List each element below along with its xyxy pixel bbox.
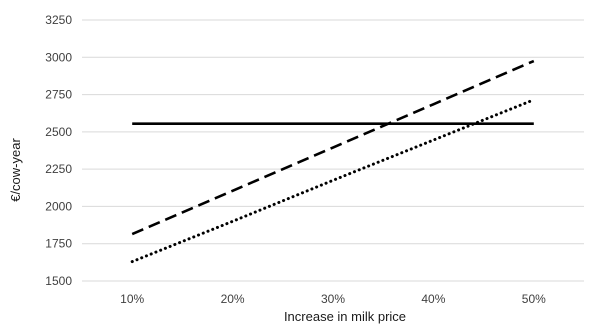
x-axis-label: Increase in milk price (284, 309, 406, 324)
x-axis-ticks: 10% 20% 30% 40% 50% (120, 292, 546, 306)
series-lines (130, 59, 536, 264)
x-tick-label: 20% (221, 292, 245, 306)
y-tick-label: 2750 (45, 88, 72, 102)
x-tick-label: 40% (421, 292, 445, 306)
y-tick-label: 1750 (45, 237, 72, 251)
x-tick-label: 50% (522, 292, 546, 306)
series-line-dotted (130, 98, 536, 264)
series-line-dashed (131, 59, 535, 236)
y-axis-ticks: 1500 1750 2000 2250 2500 2750 3000 3250 (45, 13, 72, 288)
y-tick-label: 1500 (45, 274, 72, 288)
y-tick-label: 2000 (45, 199, 72, 213)
y-tick-label: 3250 (45, 13, 72, 27)
y-tick-label: 3000 (45, 50, 72, 64)
y-tick-label: 2500 (45, 125, 72, 139)
x-tick-label: 30% (321, 292, 345, 306)
gridlines (82, 19, 584, 282)
y-tick-label: 2250 (45, 162, 72, 176)
y-axis-label: €/cow-year (8, 138, 23, 202)
x-tick-label: 10% (120, 292, 144, 306)
